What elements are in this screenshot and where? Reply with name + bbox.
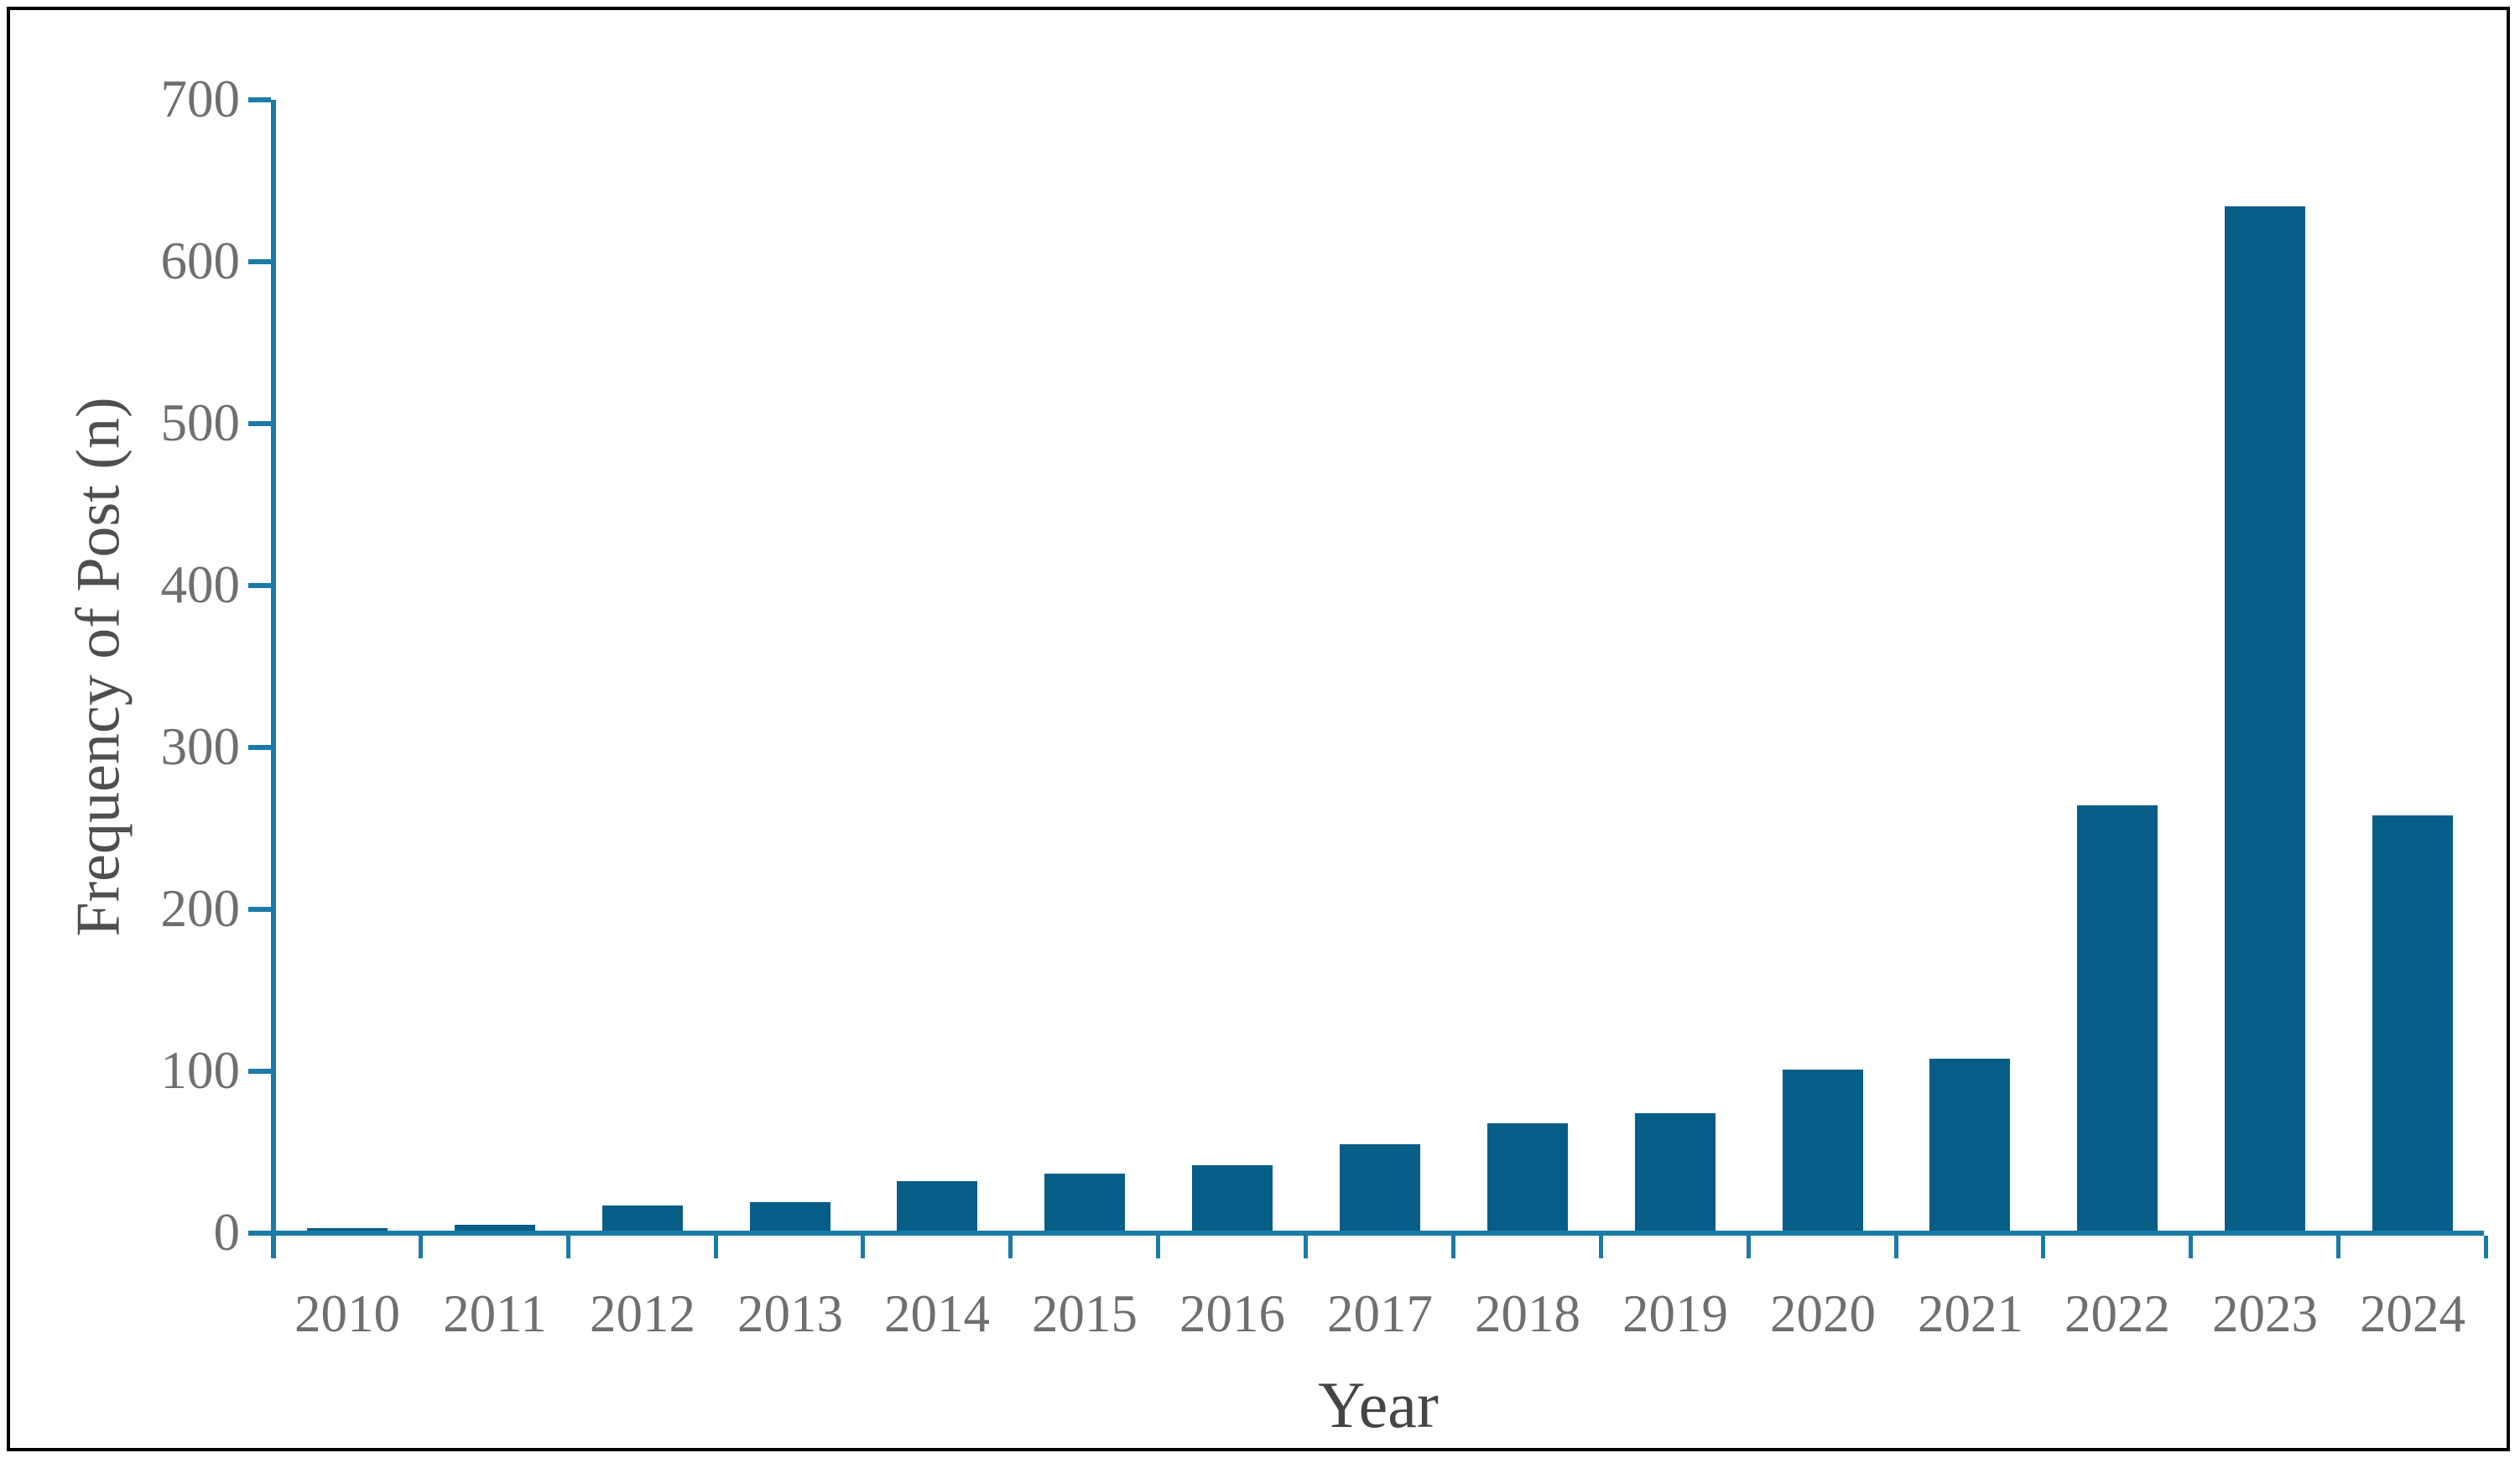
- x-tick-mark: [713, 1236, 718, 1258]
- y-tick-mark: [248, 259, 271, 264]
- y-tick-label: 300: [160, 717, 241, 776]
- x-tick-label: 2018: [1475, 1284, 1580, 1343]
- x-tick-label: 2014: [884, 1284, 990, 1343]
- x-tick-mark: [1304, 1236, 1309, 1258]
- x-tick-mark: [418, 1236, 423, 1258]
- x-tick-mark: [2189, 1236, 2194, 1258]
- x-tick-label: 2024: [2360, 1284, 2465, 1343]
- x-tick-label: 2017: [1327, 1284, 1433, 1343]
- y-tick-label: 500: [160, 393, 241, 452]
- y-tick-label: 600: [160, 232, 241, 290]
- x-tick-label: 2012: [590, 1284, 695, 1343]
- bar-2016: [1192, 1165, 1273, 1233]
- bar-2017: [1340, 1144, 1420, 1233]
- x-axis-line: [271, 1231, 2484, 1236]
- x-tick-mark: [1008, 1236, 1013, 1258]
- x-tick-label: 2010: [294, 1284, 400, 1343]
- bar-2015: [1044, 1174, 1125, 1233]
- x-tick-mark: [2484, 1236, 2488, 1258]
- x-tick-mark: [1156, 1236, 1161, 1258]
- bar-2018: [1487, 1123, 1568, 1233]
- bar-2012: [602, 1205, 683, 1233]
- bar-2014: [897, 1181, 977, 1233]
- bar-2013: [750, 1202, 830, 1233]
- y-tick-label: 100: [160, 1041, 241, 1100]
- y-tick-mark: [248, 97, 271, 102]
- x-tick-label: 2016: [1179, 1284, 1285, 1343]
- x-tick-label: 2020: [1770, 1284, 1876, 1343]
- x-tick-mark: [1450, 1236, 1455, 1258]
- x-tick-mark: [861, 1236, 866, 1258]
- y-tick-label: 0: [213, 1203, 241, 1262]
- bar-2021: [1929, 1059, 2010, 1233]
- x-tick-mark: [1746, 1236, 1751, 1258]
- x-axis-title: Year: [1318, 1368, 1439, 1441]
- x-tick-label: 2013: [737, 1284, 843, 1343]
- x-tick-mark: [1598, 1236, 1603, 1258]
- x-tick-label: 2011: [443, 1284, 547, 1343]
- y-tick-label: 700: [160, 70, 241, 128]
- y-tick-mark: [248, 583, 271, 588]
- y-tick-mark: [248, 421, 271, 426]
- x-tick-label: 2021: [1918, 1284, 2023, 1343]
- y-axis-line: [271, 100, 276, 1258]
- bar-2024: [2372, 815, 2453, 1233]
- y-axis-title: Frequency of Post (n): [64, 397, 133, 937]
- bar-2023: [2225, 206, 2305, 1233]
- x-tick-label: 2022: [2064, 1284, 2170, 1343]
- y-tick-mark: [248, 1231, 271, 1236]
- y-tick-label: 400: [160, 555, 241, 614]
- x-tick-mark: [2041, 1236, 2046, 1258]
- y-tick-label: 200: [160, 879, 241, 938]
- bar-2022: [2077, 805, 2158, 1233]
- bar-2020: [1783, 1070, 1863, 1233]
- y-tick-mark: [248, 745, 271, 750]
- y-tick-mark: [248, 907, 271, 912]
- y-tick-mark: [248, 1069, 271, 1074]
- x-tick-mark: [1893, 1236, 1898, 1258]
- x-tick-label: 2023: [2212, 1284, 2318, 1343]
- bar-2011: [455, 1225, 535, 1233]
- x-tick-mark: [2336, 1236, 2341, 1258]
- bar-2019: [1635, 1113, 1716, 1233]
- x-tick-label: 2019: [1622, 1284, 1728, 1343]
- x-tick-mark: [565, 1236, 570, 1258]
- x-tick-label: 2015: [1032, 1284, 1138, 1343]
